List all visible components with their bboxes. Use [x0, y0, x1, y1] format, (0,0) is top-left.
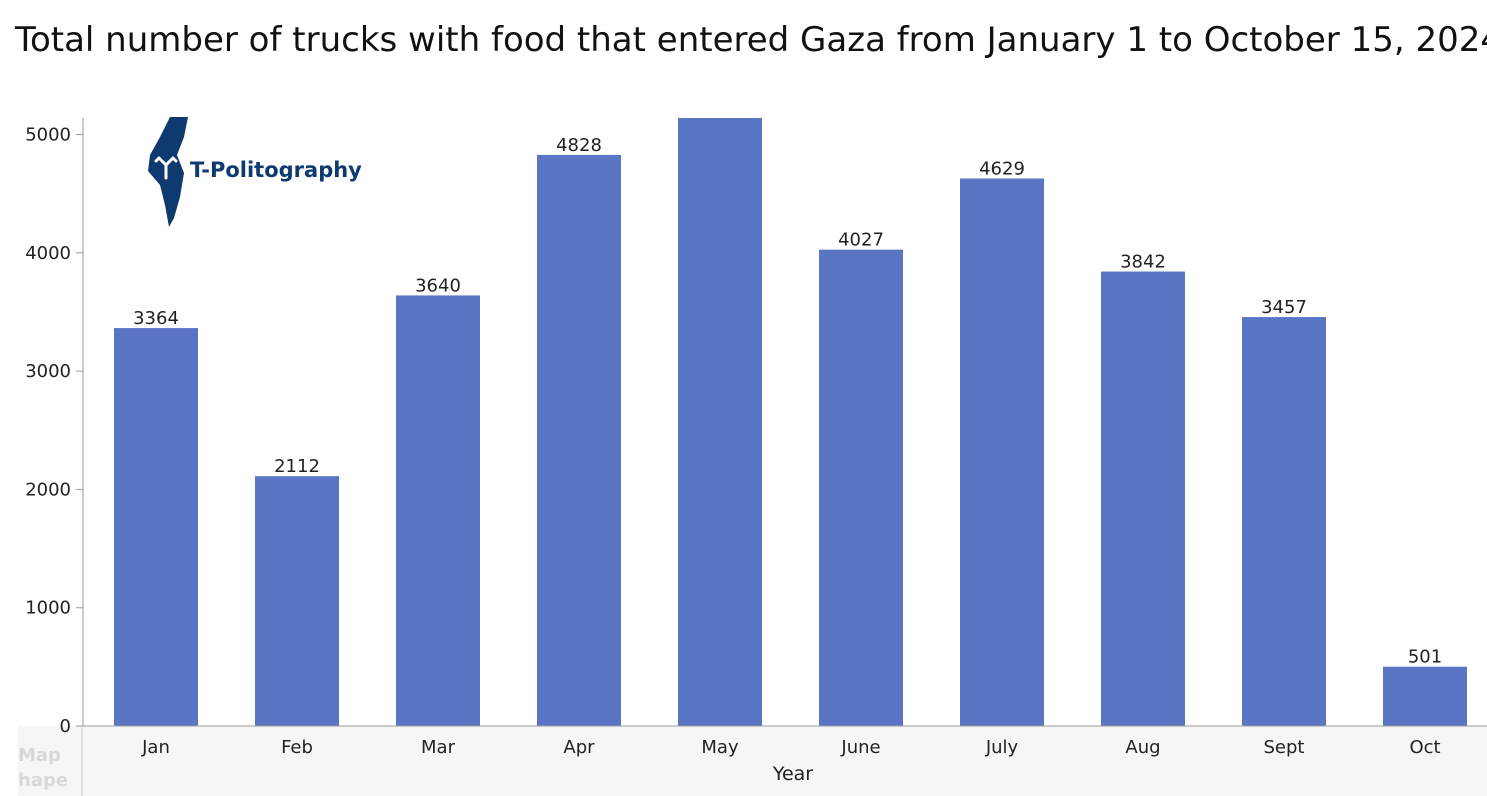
x-tick-label-may: May [701, 737, 739, 758]
bar-feb [255, 476, 339, 726]
y-tick-label-0: 0 [60, 716, 71, 737]
value-label-sept: 3457 [1261, 297, 1307, 318]
x-tick-label-july: July [985, 737, 1019, 758]
bar-oct [1383, 666, 1467, 726]
bar-mar [396, 295, 480, 726]
ghost-text-shape: hape [18, 770, 68, 791]
value-label-apr: 4828 [556, 135, 602, 156]
value-label-jan: 3364 [133, 308, 179, 329]
bars-layer: 3364 2112 3640 4828 4027 4629 3842 3457 501 [114, 118, 1467, 727]
axis-layer: Jan Feb Mar Apr May June July Aug Sept Oct 0 1000 20… [25, 118, 1487, 758]
bar-july [960, 178, 1044, 726]
x-tick-label-sept: Sept [1264, 737, 1305, 758]
value-label-july: 4629 [979, 158, 1025, 179]
y-tick-label-2000: 2000 [25, 479, 71, 500]
value-label-oct: 501 [1408, 647, 1442, 668]
chart-title: Total number of trucks with food that en… [14, 20, 1487, 60]
value-label-mar: 3640 [415, 275, 461, 296]
ghost-text-map: Map [18, 745, 61, 766]
bar-jan [114, 328, 198, 726]
x-tick-label-jan: Jan [141, 737, 170, 758]
x-axis-band [83, 726, 1487, 796]
x-tick-label-mar: Mar [421, 737, 456, 758]
bar-aug [1101, 271, 1185, 726]
x-tick-label-apr: Apr [563, 737, 595, 758]
corner-panel [18, 726, 83, 796]
value-label-june: 4027 [838, 230, 884, 251]
bar-may [678, 118, 762, 726]
y-tick-label-5000: 5000 [25, 125, 71, 146]
x-tick-label-june: June [840, 737, 880, 758]
israel-map-icon [148, 117, 188, 227]
value-label-feb: 2112 [274, 456, 320, 477]
logo: T-Politography [148, 117, 362, 227]
y-tick-label-4000: 4000 [25, 243, 71, 264]
split-arrow-icon [154, 156, 178, 180]
value-label-aug: 3842 [1120, 252, 1166, 273]
bar-chart: Map hape 3364 2112 3640 4828 4027 4629 3842 345… [18, 117, 1487, 796]
y-tick-label-3000: 3000 [25, 361, 71, 382]
x-tick-label-aug: Aug [1125, 737, 1160, 758]
bar-apr [537, 154, 621, 727]
x-axis-title: Year [772, 763, 813, 785]
logo-text: T-Politography [190, 158, 362, 182]
x-tick-label-oct: Oct [1409, 737, 1440, 758]
x-tick-label-feb: Feb [281, 737, 313, 758]
y-tick-label-1000: 1000 [25, 598, 71, 619]
bar-sept [1242, 317, 1326, 726]
bar-june [819, 249, 903, 726]
